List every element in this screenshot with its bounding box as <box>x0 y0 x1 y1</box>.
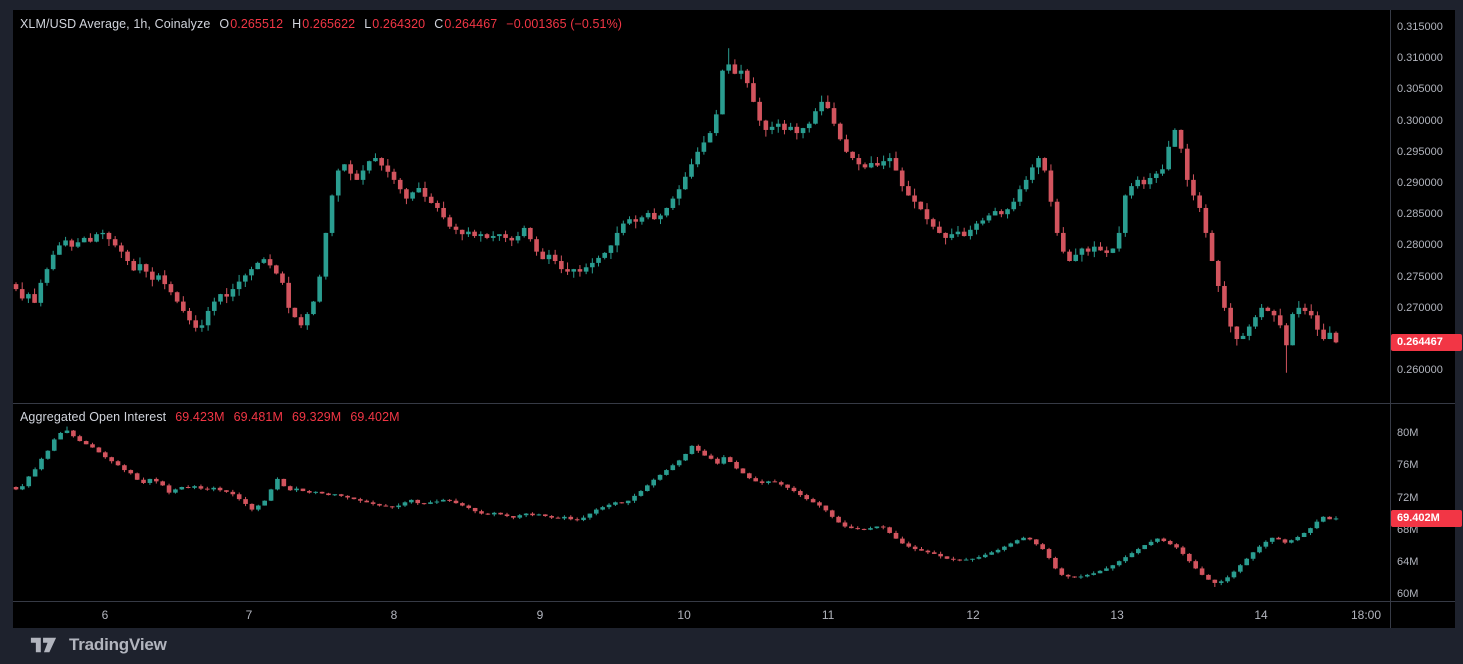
time-axis[interactable]: 6 7 8 9 10 11 12 13 14 18:00 <box>13 601 1390 628</box>
price-axis-label: 0.300000 <box>1397 114 1443 127</box>
pane-separator <box>13 403 1455 404</box>
oi-axis-label: 60M <box>1397 588 1419 601</box>
time-axis-label: 18:00 <box>1350 608 1382 622</box>
time-axis-separator <box>13 601 1455 602</box>
last-price-badge: 0.264467 <box>1391 333 1462 351</box>
high-label: H <box>292 17 302 31</box>
price-axis-label: 0.295000 <box>1397 145 1443 158</box>
ohlc-low: L 0.264320 <box>364 17 425 31</box>
oi-open-value: 69.423M <box>175 410 225 424</box>
high-value: 0.265622 <box>302 17 356 31</box>
oi-axis-label: 80M <box>1397 427 1419 439</box>
tradingview-logo-text: TradingView <box>69 635 167 654</box>
oi-legend: Aggregated Open Interest 69.423M 69.481M… <box>20 410 400 424</box>
close-label: C <box>434 17 444 31</box>
oi-close-value: 69.402M <box>350 410 400 424</box>
time-axis-label: 8 <box>390 608 398 622</box>
time-axis-label: 11 <box>821 608 835 622</box>
price-legend: XLM/USD Average, 1h, Coinalyze O 0.265512… <box>20 17 622 31</box>
price-axis-label: 0.310000 <box>1397 52 1443 65</box>
price-axis-label: 0.290000 <box>1397 177 1443 189</box>
price-axis[interactable]: 0.315000 0.310000 0.305000 0.300000 0.295000… <box>1391 10 1461 403</box>
open-value: 0.265512 <box>230 17 284 31</box>
oi-low-value: 69.329M <box>291 410 342 424</box>
oi-chart-canvas[interactable] <box>13 403 1390 601</box>
last-oi-badge-text: 69.402M <box>1397 511 1440 524</box>
time-axis-label: 13 <box>1110 608 1124 622</box>
low-label: L <box>364 17 372 31</box>
ohlc-close: C 0.264467 <box>434 17 497 31</box>
price-axis-label: 0.305000 <box>1397 83 1443 96</box>
oi-title: Aggregated Open Interest <box>20 410 167 424</box>
price-chart-canvas[interactable] <box>13 10 1390 403</box>
ohlc-open: O 0.265512 <box>219 17 283 31</box>
price-axis-label: 0.260000 <box>1397 364 1443 377</box>
time-axis-label: 6 <box>101 608 109 622</box>
oi-axis[interactable]: 80M 76M 72M 68M 64M 60M <box>1391 403 1461 601</box>
low-value: 0.264320 <box>372 17 426 31</box>
time-axis-label: 14 <box>1254 608 1268 622</box>
oi-axis-label: 72M <box>1397 491 1419 504</box>
tradingview-logo-icon <box>30 637 57 653</box>
time-axis-label: 7 <box>245 608 253 622</box>
chart-background <box>13 10 1455 628</box>
price-axis-label: 0.275000 <box>1397 270 1443 283</box>
last-oi-badge: 69.402M <box>1391 509 1462 527</box>
last-price-badge-text: 0.264467 <box>1397 335 1443 348</box>
oi-axis-label: 64M <box>1397 556 1419 568</box>
oi-axis-label: 76M <box>1397 459 1419 472</box>
price-axis-label: 0.280000 <box>1397 239 1443 252</box>
close-value: 0.264467 <box>444 17 498 31</box>
time-axis-label: 9 <box>536 608 544 622</box>
ohlc-high: H 0.265622 <box>292 17 355 31</box>
open-label: O <box>219 17 230 31</box>
oi-high-value: 69.481M <box>233 410 283 424</box>
footer-bar: TradingView <box>0 628 1463 664</box>
price-axis-label: 0.270000 <box>1397 301 1443 314</box>
symbol-title: XLM/USD Average, 1h, Coinalyze <box>20 17 211 31</box>
time-axis-label: 10 <box>677 608 691 622</box>
time-axis-label: 12 <box>966 608 980 622</box>
price-axis-label: 0.315000 <box>1397 21 1443 33</box>
axis-separator-vertical <box>1390 10 1391 628</box>
tradingview-logo[interactable]: TradingView <box>30 635 167 655</box>
price-change: −0.001365 (−0.51%) <box>506 17 623 31</box>
price-axis-label: 0.285000 <box>1397 208 1443 221</box>
